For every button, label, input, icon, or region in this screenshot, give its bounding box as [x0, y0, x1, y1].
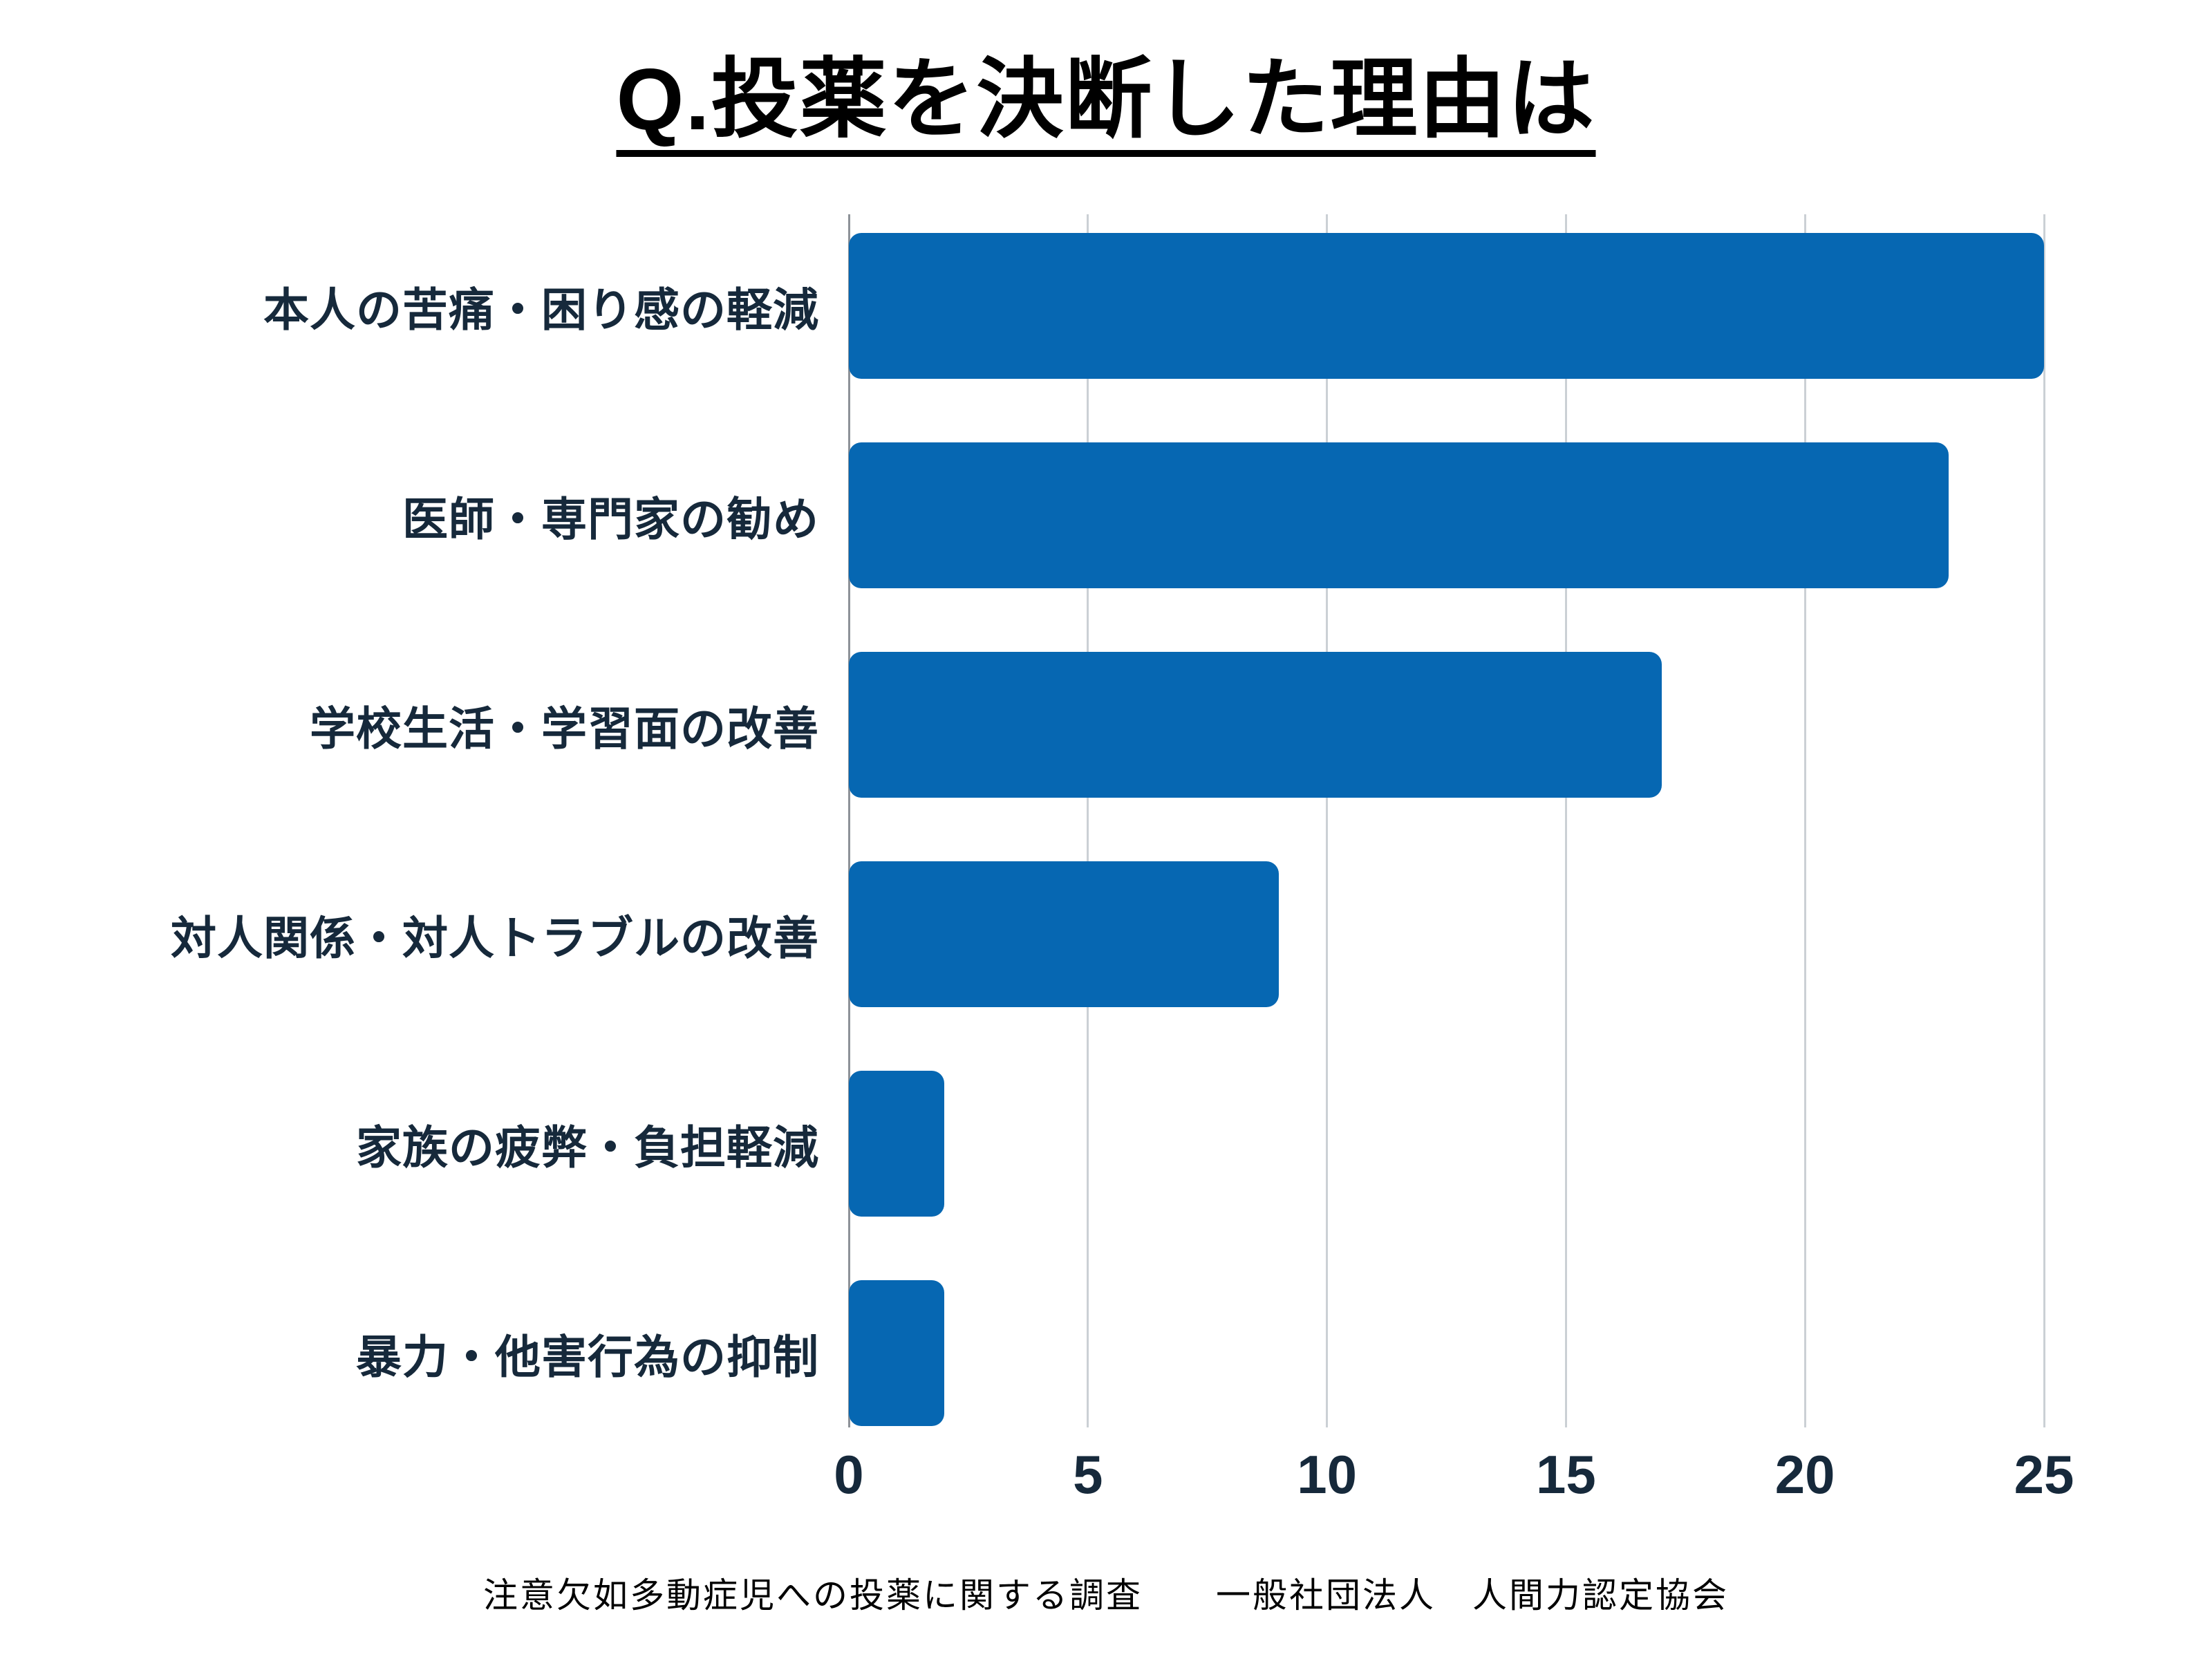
- chart-title: Q.投薬を決断した理由は: [616, 50, 1596, 148]
- x-tick-label-15: 15: [1536, 1444, 1596, 1505]
- bar-5: [849, 1280, 944, 1426]
- gridline-15: [1564, 214, 1567, 1427]
- x-tick-label-25: 25: [2014, 1444, 2074, 1505]
- plot-area: [847, 214, 2045, 1427]
- gridline-25: [2043, 214, 2045, 1427]
- category-label-4: 家族の疲弊・負担軽減: [356, 1121, 819, 1173]
- x-tick-label-10: 10: [1297, 1444, 1357, 1505]
- gridline-10: [1326, 214, 1329, 1427]
- gridline-20: [1803, 214, 1806, 1427]
- category-label-2: 学校生活・学習面の改善: [310, 702, 819, 754]
- category-label-0: 本人の苦痛・困り感の軽減: [263, 283, 819, 335]
- bar-1: [849, 442, 1949, 588]
- x-tick-label-0: 0: [834, 1444, 864, 1505]
- category-label-1: 医師・専門家の勧め: [402, 493, 819, 545]
- x-tick-label-20: 20: [1774, 1444, 1835, 1505]
- category-label-3: 対人関係・対人トラブルの改善: [171, 912, 819, 964]
- x-tick-label-5: 5: [1073, 1444, 1103, 1505]
- bar-0: [849, 233, 2044, 379]
- gridline-5: [1087, 214, 1089, 1427]
- bar-4: [849, 1071, 944, 1217]
- bar-3: [849, 861, 1279, 1007]
- y-axis-line: [847, 214, 850, 1427]
- category-label-5: 暴力・他害行為の抑制: [356, 1331, 819, 1382]
- bar-2: [849, 652, 1662, 798]
- source-note: 注意欠如多動症児への投薬に関する調査 一般社団法人 人間力認定協会: [483, 1576, 1729, 1615]
